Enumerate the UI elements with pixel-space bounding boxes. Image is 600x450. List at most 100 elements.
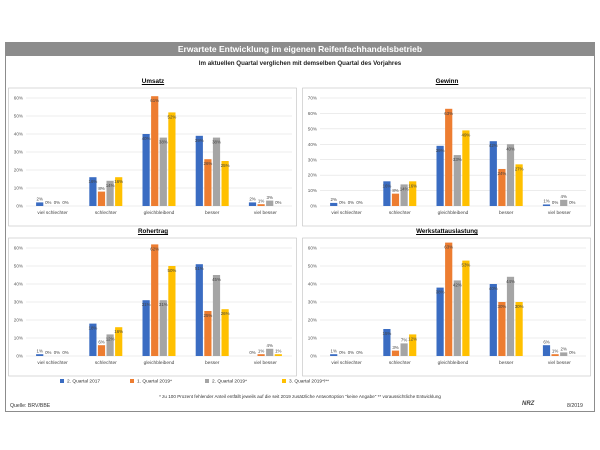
data-label: 1% (331, 348, 337, 353)
data-label: 14% (400, 186, 409, 191)
bar (36, 202, 44, 206)
bar (257, 354, 265, 356)
report-title: Erwartete Entwicklung im eigenen Reifenf… (6, 43, 594, 56)
data-label: 31% (142, 302, 151, 307)
bar (97, 345, 106, 356)
y-tick-label: 30% (14, 150, 23, 155)
chart-title: Rohertrag (137, 228, 169, 235)
legend-swatch (282, 379, 286, 383)
publication-date: 8/2019 (567, 403, 583, 409)
data-label: 1% (258, 198, 264, 203)
data-label: 24% (498, 171, 507, 176)
bar (151, 96, 159, 206)
bar (498, 302, 506, 356)
y-tick-label: 30% (14, 300, 23, 305)
bar (383, 329, 391, 356)
bar (498, 168, 506, 206)
data-label: 38% (436, 290, 445, 295)
data-label: 7% (401, 338, 407, 343)
bar (445, 242, 453, 356)
bar (106, 180, 114, 206)
legend-item-q1-2019: 1. Quartal 2019* (130, 379, 172, 384)
data-label: 38% (212, 140, 221, 145)
y-tick-label: 10% (14, 186, 23, 191)
chart-umsatz-plot: 0%10%20%30%40%50%60%2%0% 0% 0%viel schlech… (8, 87, 297, 227)
report-subtitle: Im aktuellen Quartal verglichen mit dems… (198, 60, 402, 67)
x-category-label: viel besser (548, 210, 571, 216)
data-label: 63% (444, 245, 453, 250)
chart-title: Gewinn (435, 78, 459, 85)
x-category-label: viel besser (548, 360, 571, 366)
data-label: 26% (221, 311, 230, 316)
data-label: 0% (348, 350, 354, 355)
y-tick-label: 70% (308, 96, 317, 101)
data-label: 0% (348, 200, 354, 205)
data-label: 38% (159, 140, 168, 145)
x-category-label: schlechter (389, 360, 411, 366)
x-category-label: viel besser (254, 210, 277, 216)
data-label: 1% (258, 348, 264, 353)
data-label: 42% (489, 143, 498, 148)
bar (274, 354, 282, 356)
y-tick-label: 60% (14, 246, 23, 251)
legend-swatch (60, 379, 64, 383)
bar (400, 184, 408, 206)
x-category-label: viel besser (254, 360, 277, 366)
y-tick-label: 20% (14, 318, 23, 323)
bar (506, 276, 515, 356)
bar (453, 155, 461, 206)
x-category-label: schlechter (95, 360, 117, 366)
data-label: 30% (515, 304, 524, 309)
bar (159, 137, 167, 206)
data-label: 0% (249, 350, 255, 355)
bar (391, 193, 400, 206)
data-label: 61% (150, 98, 159, 103)
data-label: 39% (436, 148, 445, 153)
x-category-label: schlechter (95, 210, 117, 216)
data-label: 8% (392, 188, 398, 193)
bar (36, 354, 44, 356)
bar (462, 130, 470, 206)
bar (248, 202, 257, 206)
bar (212, 137, 221, 206)
data-label: 0% (62, 350, 68, 355)
bar (542, 345, 551, 356)
x-category-label: besser (499, 360, 514, 366)
bar (168, 266, 176, 356)
bar (89, 323, 97, 356)
bar (445, 108, 453, 206)
y-tick-label: 60% (308, 246, 317, 251)
bar (400, 343, 408, 356)
bar (151, 244, 159, 356)
x-category-label: gleichbleibend (144, 360, 175, 366)
bar (115, 327, 123, 356)
y-tick-label: 10% (14, 336, 23, 341)
chart-border (302, 87, 591, 227)
chart-umsatz: Umsatz 0% 10% 20% 30% 40% 50% 60% 2% 0% 0% 0% viel … (8, 78, 298, 228)
data-label: 49% (462, 132, 471, 137)
data-label: 50% (168, 268, 177, 273)
logo: NRZ (522, 401, 535, 407)
data-label: 0% (569, 350, 575, 355)
bar (560, 352, 568, 356)
legend-label: 3. Quartal 2019*/** (289, 379, 330, 385)
legend-label: 1. Quartal 2019* (137, 379, 172, 385)
bar (195, 135, 203, 206)
footnote: * zu 100 Prozent fehlender Anteil entfäl… (159, 394, 441, 399)
data-label: 44% (506, 279, 515, 284)
chart-rohertrag-plot: 0%10%20%30%40%50%60%1% 0% 0% 0%viel schlech… (8, 237, 297, 377)
legend-label: 2. Quartal 2017 (67, 379, 101, 385)
bar (383, 181, 391, 206)
data-label: 4% (267, 343, 273, 348)
x-category-label: viel schlechter (331, 210, 362, 216)
y-tick-label: 40% (14, 282, 23, 287)
x-category-label: gleichbleibend (438, 210, 469, 216)
x-category-label: besser (205, 210, 220, 216)
data-label: 40% (506, 146, 515, 151)
data-label: 0% (339, 200, 345, 205)
y-tick-label: 40% (308, 282, 317, 287)
source-note: Quelle: BRV/BBE (10, 403, 51, 409)
data-label: 3% (392, 345, 398, 350)
bar (391, 350, 400, 356)
bar (266, 348, 274, 356)
